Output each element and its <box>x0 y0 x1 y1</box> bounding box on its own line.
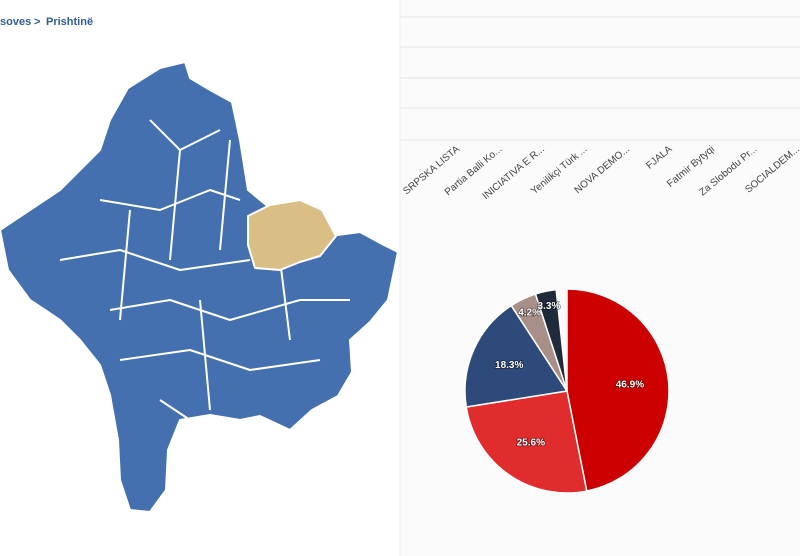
pie-slice[interactable] <box>534 288 568 392</box>
breadcrumb-separator: > <box>34 16 40 28</box>
pie-label: 4.2% <box>518 307 541 318</box>
map-borders <box>59 119 350 421</box>
bar-grid <box>400 16 800 141</box>
pie-label: 25.6% <box>517 437 545 448</box>
pie-label: 18.3% <box>495 360 523 371</box>
map <box>0 61 399 513</box>
pie-slice[interactable] <box>465 390 588 494</box>
pie-slice[interactable] <box>464 304 569 408</box>
map-region[interactable] <box>0 61 399 513</box>
breadcrumb-current[interactable]: Prishtinë <box>46 16 93 28</box>
pie-label: 3.3% <box>537 301 560 312</box>
pie-slice[interactable] <box>566 288 670 492</box>
breadcrumb-parent[interactable]: soves <box>0 16 31 28</box>
pie-label: 46.9% <box>616 379 644 390</box>
map-region-selected[interactable] <box>247 199 337 271</box>
